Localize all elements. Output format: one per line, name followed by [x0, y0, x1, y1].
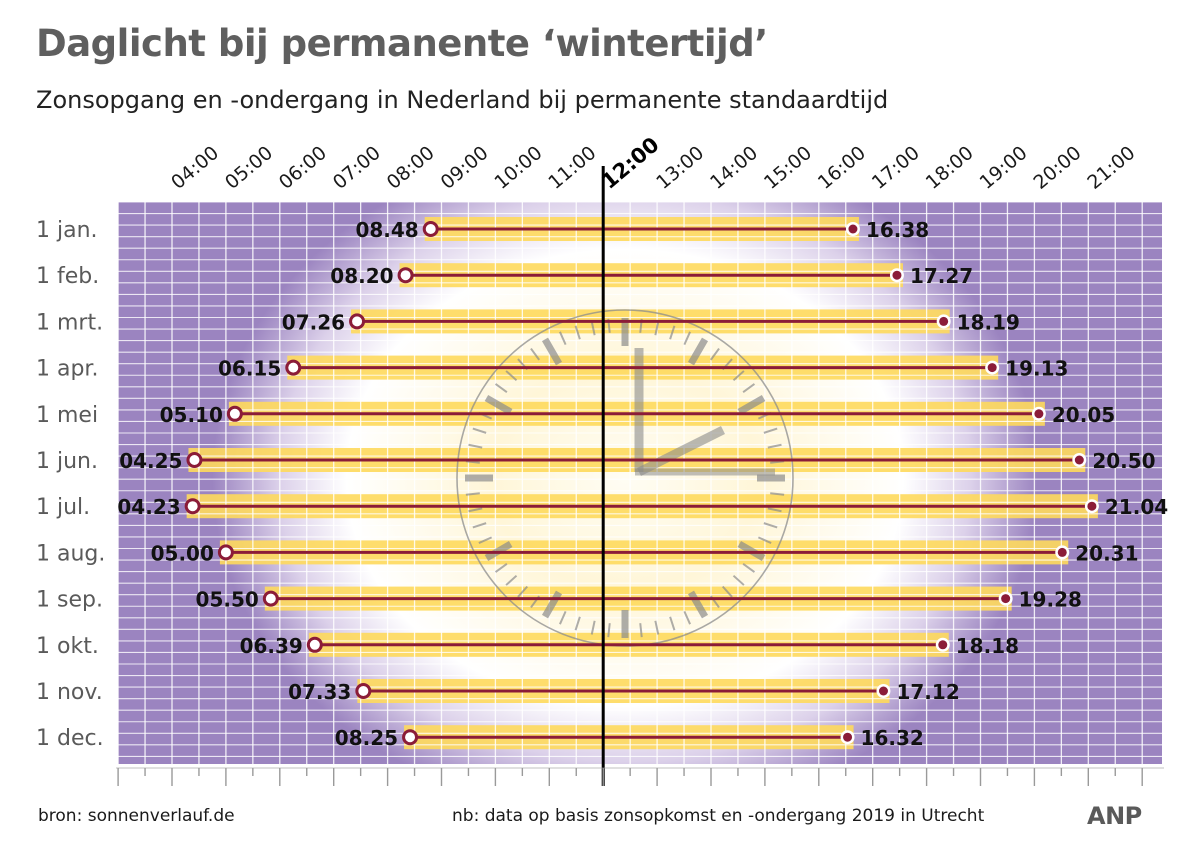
sunrise-label: 05.50 [196, 588, 259, 612]
sunrise-label: 05.10 [160, 403, 223, 427]
sunrise-point [355, 683, 372, 699]
sunset-point [1034, 409, 1044, 419]
sunrise-label: 06.39 [240, 634, 303, 658]
sunset-label: 18.19 [957, 310, 1020, 334]
row-label: 1 feb. [36, 264, 99, 289]
chart-title: Daglicht bij permanente ‘wintertijd’ [36, 22, 768, 65]
sunset-label: 18.18 [956, 634, 1019, 658]
sunset-label: 20.31 [1075, 541, 1138, 565]
sunset-label: 17.27 [910, 264, 973, 288]
sunrise-point [422, 221, 439, 237]
row-label: 1 apr. [36, 357, 98, 382]
sunrise-label: 04.25 [119, 449, 182, 473]
x-tick-label: 20:00 [1029, 142, 1085, 194]
x-tick-label: 06:00 [275, 142, 331, 194]
sunset-point [987, 363, 997, 373]
sunrise-label: 08.48 [355, 218, 418, 242]
row-label: 1 jan. [36, 218, 98, 243]
anp-logo: ANP [1087, 802, 1142, 830]
plot-background [118, 202, 1162, 764]
sunset-point [878, 686, 888, 696]
sunset-label: 16.32 [861, 726, 924, 750]
x-tick-label: 10:00 [490, 142, 546, 194]
row-label: 1 okt. [36, 634, 99, 659]
row-label: 1 jul. [36, 495, 90, 520]
sunset-point [1001, 594, 1011, 604]
sunset-point [1087, 501, 1097, 511]
x-tick-label: 09:00 [437, 142, 493, 194]
sunrise-label: 07.26 [282, 310, 345, 334]
sunrise-point [226, 405, 243, 422]
row-label: 1 mrt. [36, 310, 103, 335]
x-tick-label: 12:00 [597, 132, 664, 193]
sunrise-label: 07.33 [288, 680, 351, 704]
x-tick-label: 08:00 [383, 142, 439, 194]
sunset-point [1074, 455, 1084, 465]
x-tick-label: 19:00 [976, 142, 1032, 194]
data-note: nb: data op basis zonsopkomst en -onderg… [452, 806, 985, 826]
x-tick-label: 05:00 [221, 142, 277, 194]
row-label: 1 mei [36, 403, 98, 428]
sunrise-point [217, 544, 234, 561]
sunset-point [1057, 547, 1067, 557]
sunrise-point [349, 313, 366, 330]
sunset-label: 16.38 [866, 218, 929, 242]
x-tick-label: 07:00 [329, 142, 385, 194]
sunrise-label: 06.15 [218, 357, 281, 381]
sunset-label: 20.50 [1092, 449, 1155, 473]
sunrise-label: 05.00 [151, 541, 214, 565]
sunrise-point [186, 452, 203, 468]
row-label: 1 dec. [36, 726, 104, 751]
clock-icon [456, 309, 794, 647]
sunset-point [939, 316, 949, 326]
sunrise-label: 08.25 [335, 726, 398, 750]
sunrise-label: 08.20 [330, 264, 393, 288]
sunrise-point [397, 267, 414, 284]
x-tick-label: 04:00 [167, 142, 223, 194]
sunrise-point [184, 498, 201, 515]
sunrise-point [402, 729, 419, 746]
sunset-label: 19.13 [1005, 357, 1068, 381]
sunset-label: 21.04 [1105, 495, 1168, 519]
x-tick-label: 16:00 [814, 142, 870, 194]
source-note: bron: sonnenverlauf.de [38, 806, 235, 826]
sunset-point [843, 732, 853, 742]
sunset-point [938, 640, 948, 650]
row-label: 1 nov. [36, 680, 103, 705]
row-label: 1 jun. [36, 449, 98, 474]
x-tick-label: 18:00 [922, 142, 978, 194]
sunset-label: 17.12 [896, 680, 959, 704]
x-tick-label: 21:00 [1083, 142, 1139, 194]
sunset-point [848, 224, 858, 234]
x-tick-label: 11:00 [544, 142, 600, 194]
x-tick-label: 14:00 [706, 142, 762, 194]
chart-subtitle: Zonsopgang en -ondergang in Nederland bi… [36, 86, 889, 114]
sunrise-point [306, 636, 323, 653]
sunrise-label: 04.23 [117, 495, 180, 519]
sunset-label: 20.05 [1052, 403, 1115, 427]
sunrise-point [285, 359, 302, 376]
x-tick-label: 15:00 [760, 142, 816, 194]
x-tick-label: 17:00 [868, 142, 924, 194]
sunrise-point [262, 590, 279, 607]
sunset-label: 19.28 [1019, 588, 1082, 612]
sunset-point [892, 270, 902, 280]
row-label: 1 sep. [36, 588, 103, 613]
row-label: 1 aug. [36, 541, 105, 566]
